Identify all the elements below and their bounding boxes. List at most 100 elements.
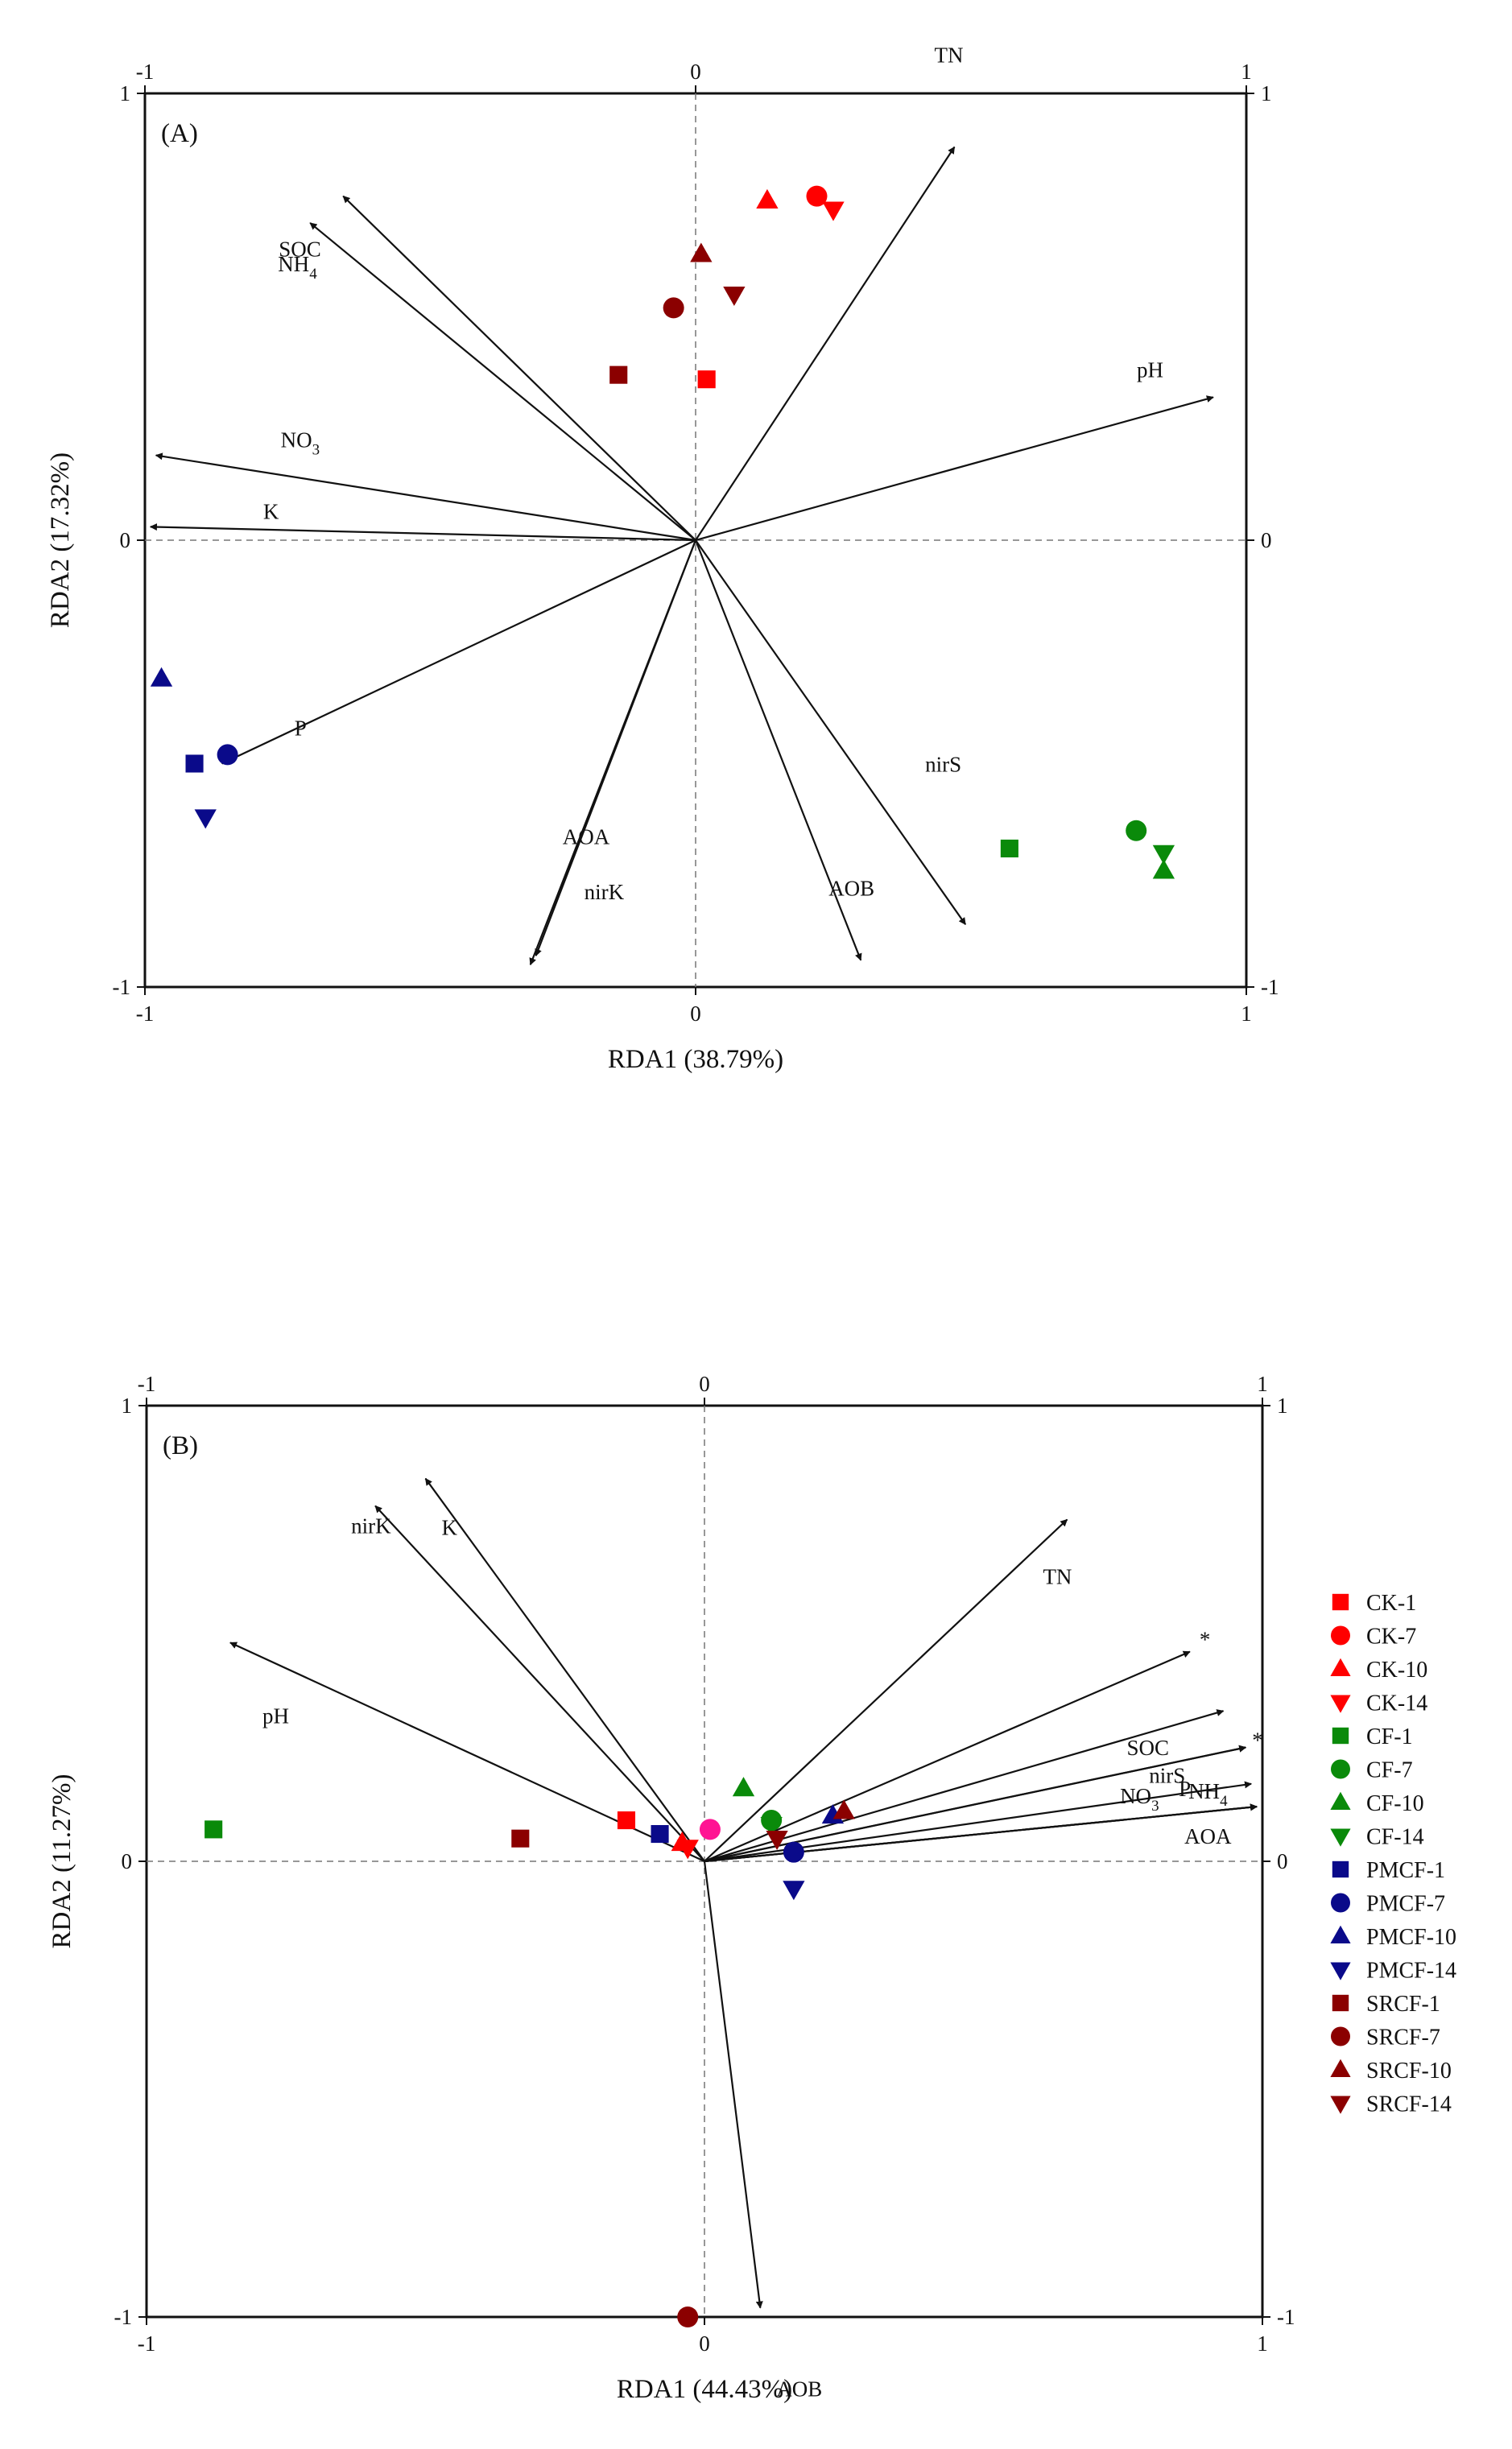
legend-marker (1331, 1759, 1350, 1779)
sample-point (663, 297, 684, 319)
vector-label: * (1200, 1628, 1211, 1652)
vector-arrow (695, 395, 1214, 542)
legend-marker (1332, 1727, 1349, 1745)
legend-marker (1330, 1695, 1351, 1713)
sample-point (609, 365, 628, 384)
vector-label: P (1179, 1777, 1191, 1801)
sample-point (150, 667, 173, 687)
vector-label: pH (262, 1704, 289, 1728)
vector-arrow (374, 1505, 705, 1862)
sample-point (1152, 845, 1175, 865)
vector-label: TN (1043, 1565, 1072, 1589)
legend-label: CK-14 (1366, 1691, 1427, 1716)
legend: CK-1 CK-7 CK-10 CK-14 CF-1 CF-7 CF-10 CF-14 PMCF… (1330, 1591, 1456, 2117)
legend-label: PMCF-10 (1366, 1925, 1456, 1950)
sample-point (756, 188, 779, 209)
y-axis-label: RDA2 (11.27%) (48, 1774, 76, 1949)
sample-point (822, 201, 845, 221)
x-tick-label-bottom: 0 (699, 2331, 710, 2356)
y-tick-label-left: 0 (122, 1849, 133, 1873)
vector-label: * (1252, 1728, 1263, 1753)
vector-arrow (703, 1860, 763, 2309)
sample-point (806, 185, 828, 207)
vector-label: P (295, 717, 307, 741)
legend-marker (1330, 2096, 1351, 2114)
x-tick-label-bottom: 0 (690, 1001, 701, 1026)
sample-point (651, 1824, 669, 1844)
legend-label: PMCF-1 (1366, 1858, 1445, 1883)
vector-label: AOB (776, 2377, 822, 2402)
vector-label: AOA (1184, 1824, 1232, 1848)
vector-label: K (263, 499, 279, 523)
legend-marker (1330, 1791, 1351, 1810)
vector-arrow (149, 523, 696, 542)
legend-marker (1332, 1994, 1349, 2012)
legend-label: CF-10 (1366, 1791, 1424, 1816)
legend-marker (1332, 1593, 1349, 1611)
sample-point (204, 1820, 223, 1839)
vector-label: NO3 (281, 428, 320, 459)
vector-label: TN (934, 43, 963, 68)
vector-label: SOC (1126, 1736, 1169, 1760)
legend-marker (1330, 1828, 1351, 1847)
x-tick-label-bottom: 1 (1241, 1001, 1252, 1026)
sample-point (723, 287, 746, 307)
vector-label: SOC (279, 237, 321, 262)
legend-marker (1330, 1925, 1351, 1943)
legend-label: PMCF-7 (1366, 1892, 1445, 1917)
panel-label: (B) (163, 1431, 198, 1460)
legend-label: SRCF-1 (1366, 1992, 1440, 2017)
sample-point (217, 744, 238, 766)
sample-point (185, 754, 204, 773)
vector-label: pH (1137, 357, 1163, 382)
x-axis-label: RDA1 (44.43%) (617, 2375, 792, 2404)
sample-point (783, 1841, 804, 1863)
sample-point (511, 1829, 530, 1848)
vector-label: nirS (925, 752, 961, 776)
legend-label: CK-1 (1366, 1591, 1416, 1616)
x-tick-label-top: -1 (138, 1372, 156, 1396)
legend-marker (1330, 2059, 1351, 2077)
vector-arrow (704, 1650, 1191, 1863)
x-tick-label-top: 0 (690, 60, 701, 84)
sample-point (690, 242, 713, 262)
sample-point (1000, 839, 1018, 857)
vector-arrow (694, 539, 862, 961)
y-tick-label-left: 1 (122, 1394, 133, 1418)
x-tick-label-top: 0 (699, 1372, 710, 1396)
x-tick-label-top: 1 (1257, 1372, 1268, 1396)
sample-point (832, 1799, 855, 1819)
vector-arrow (342, 195, 696, 541)
x-tick-label-bottom: 1 (1257, 2331, 1268, 2356)
vector-label: NH4 (1188, 1779, 1228, 1810)
vector-arrow (695, 539, 967, 926)
legend-marker (1330, 1658, 1351, 1676)
x-axis-label: RDA1 (38.79%) (608, 1045, 783, 1074)
legend-label: SRCF-7 (1366, 2026, 1440, 2050)
legend-label: CF-7 (1366, 1758, 1413, 1783)
sample-point (1126, 820, 1147, 841)
sample-point (766, 1830, 788, 1850)
sample-point (699, 1819, 721, 1840)
y-tick-label-right: 1 (1277, 1394, 1288, 1418)
y-tick-label-right: -1 (1261, 975, 1279, 999)
sample-point (676, 1840, 699, 1860)
vector-arrow (155, 452, 696, 542)
y-tick-label-right: 0 (1261, 528, 1272, 552)
legend-marker (1332, 1860, 1349, 1878)
legend-label: SRCF-10 (1366, 2059, 1452, 2084)
y-tick-label-right: 1 (1261, 81, 1272, 105)
vector-label: NO3 (1120, 1784, 1159, 1815)
x-tick-label-bottom: -1 (138, 2331, 156, 2356)
vector-label: K (442, 1516, 458, 1540)
vector-arrow (704, 1518, 1068, 1862)
sample-point (732, 1777, 755, 1797)
vector-label: nirK (351, 1514, 391, 1538)
legend-label: PMCF-14 (1366, 1959, 1456, 1984)
vector-arrow (695, 146, 956, 541)
y-tick-label-left: -1 (113, 975, 131, 999)
sample-point (760, 1816, 783, 1837)
legend-label: SRCF-14 (1366, 2092, 1452, 2117)
